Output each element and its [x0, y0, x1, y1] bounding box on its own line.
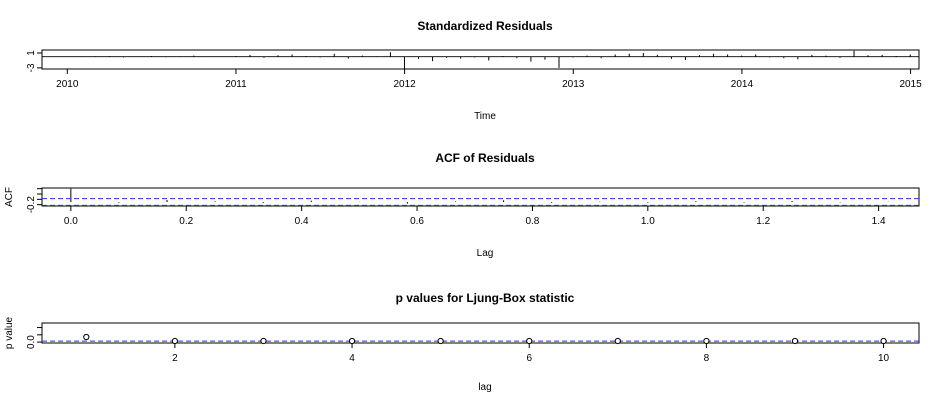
pvalue-point	[703, 337, 710, 345]
panel3-xtick-label: 2	[172, 353, 178, 364]
panel2-xtick-label: 1.2	[756, 216, 770, 227]
pvalue-point	[791, 337, 799, 345]
panel1-ytick-label: 1	[26, 50, 37, 56]
panel3-frame	[41, 322, 920, 344]
panel2-xtick-label: 0.0	[64, 216, 78, 227]
panel2-xtick-label: 0.8	[525, 216, 539, 227]
ljung-box-panel: p values for Ljung-Box statistic 2 4 6 8 10 …	[4, 291, 920, 393]
panel2-xtick-label: 1.0	[641, 216, 655, 227]
pvalue-point	[526, 337, 533, 345]
panel2-title: ACF of Residuals	[435, 151, 535, 165]
pvalue-point	[83, 333, 90, 341]
pvalue-point	[171, 337, 178, 345]
pvalue-point	[437, 337, 444, 345]
panel2-xtick-label: 1.4	[872, 216, 886, 227]
panel1-xlabel: Time	[474, 111, 496, 122]
panel3-ylabel: p value	[4, 316, 15, 349]
panel1-xtick-label: 2014	[731, 79, 754, 90]
pvalue-point	[260, 337, 267, 345]
panel3-title: p values for Ljung-Box statistic	[396, 291, 575, 305]
panel2-frame	[41, 187, 920, 207]
acf-panel: ACF of Residuals 0.0 0.2 0.4 0.6 0.8 1.0 1.2 1.…	[4, 151, 920, 259]
panel2-xtick-label: 0.2	[179, 216, 193, 227]
panel2-ytick-label: -0.2	[26, 196, 37, 214]
panel1-xtick-label: 2013	[562, 79, 585, 90]
panel3-xtick-label: 10	[878, 353, 890, 364]
pvalue-point	[614, 337, 621, 345]
panel1-xtick-label: 2011	[225, 79, 247, 90]
panel2-xtick-label: 0.6	[410, 216, 424, 227]
panel3-xtick-label: 8	[704, 353, 710, 364]
panel2-xlabel: Lag	[477, 248, 494, 259]
panel1-xtick-label: 2015	[899, 79, 922, 90]
panel1-xtick-label: 2010	[56, 79, 79, 90]
panel2-ylabel: ACF	[4, 187, 15, 207]
panel3-ytick-label: 0.0	[26, 335, 37, 349]
panel1-title: Standardized Residuals	[417, 19, 553, 33]
panel3-xtick-label: 6	[526, 353, 532, 364]
panel1-xtick-label: 2012	[393, 79, 416, 90]
panel3-xlabel: lag	[478, 382, 491, 393]
panel1-frame	[41, 49, 920, 70]
panel2-xtick-label: 0.4	[295, 216, 309, 227]
panel3-xtick-label: 4	[349, 353, 355, 364]
pvalue-point	[880, 337, 887, 345]
pvalue-point	[348, 337, 356, 345]
panel1-ytick-label: -3	[26, 63, 37, 72]
standardized-residuals-panel: Standardized Residuals 2010 2011 2012 2013 2…	[26, 19, 922, 122]
